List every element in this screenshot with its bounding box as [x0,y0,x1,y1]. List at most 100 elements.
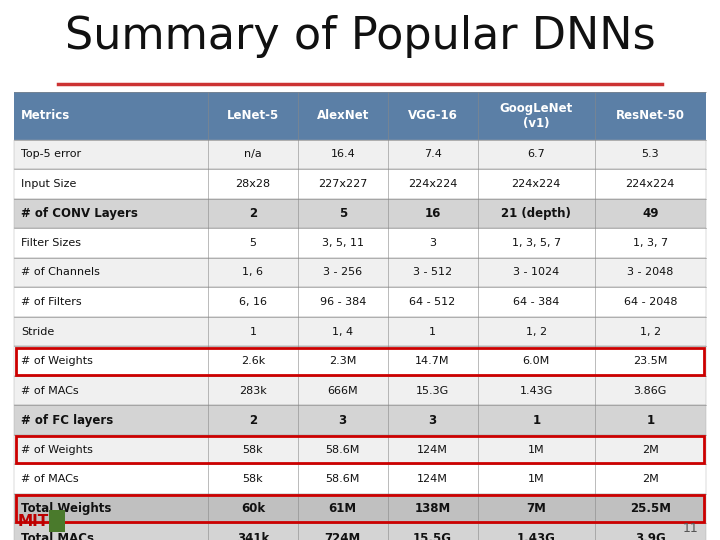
Text: 16.4: 16.4 [330,150,355,159]
Text: Total Weights: Total Weights [22,502,112,515]
Text: 28x28: 28x28 [235,179,271,189]
Text: 124M: 124M [417,444,448,455]
Text: Stride: Stride [22,327,55,336]
Text: 6, 16: 6, 16 [239,297,267,307]
Text: 16: 16 [424,207,441,220]
FancyBboxPatch shape [14,464,706,494]
Text: 1: 1 [532,414,540,427]
Text: 224x224: 224x224 [512,179,561,189]
Text: # of CONV Layers: # of CONV Layers [22,207,138,220]
Text: 1M: 1M [528,444,544,455]
Text: 124M: 124M [417,474,448,484]
FancyBboxPatch shape [14,199,706,228]
Text: AlexNet: AlexNet [317,109,369,122]
FancyBboxPatch shape [14,287,706,317]
Text: # of FC layers: # of FC layers [22,414,114,427]
Text: 2.6k: 2.6k [240,356,265,366]
Text: 1: 1 [429,327,436,336]
Text: # of Weights: # of Weights [22,356,93,366]
Text: 2M: 2M [642,474,659,484]
Text: 3 - 256: 3 - 256 [323,267,362,278]
Text: 58.6M: 58.6M [325,444,360,455]
Text: 15.3G: 15.3G [416,386,449,396]
Text: 1.43G: 1.43G [517,532,556,540]
Text: 6.0M: 6.0M [523,356,550,366]
Text: 1: 1 [249,327,256,336]
Text: 3 - 512: 3 - 512 [413,267,452,278]
Text: MIT: MIT [18,514,49,529]
Text: 1, 3, 7: 1, 3, 7 [633,238,668,248]
Text: 5: 5 [338,207,347,220]
Text: 3: 3 [338,414,347,427]
FancyBboxPatch shape [14,228,706,258]
Text: 3, 5, 11: 3, 5, 11 [322,238,364,248]
Text: 6.7: 6.7 [527,150,545,159]
Text: Top-5 error: Top-5 error [22,150,81,159]
Text: VGG-16: VGG-16 [408,109,457,122]
Text: 2: 2 [249,207,257,220]
FancyBboxPatch shape [14,258,706,287]
Text: 3: 3 [429,238,436,248]
Text: 3.86G: 3.86G [634,386,667,396]
Text: 5.3: 5.3 [642,150,659,159]
Text: 21 (depth): 21 (depth) [501,207,571,220]
Text: 1: 1 [647,414,654,427]
FancyBboxPatch shape [14,523,706,540]
Text: 666M: 666M [328,386,358,396]
Text: Filter Sizes: Filter Sizes [22,238,81,248]
Text: 2.3M: 2.3M [329,356,356,366]
Text: Input Size: Input Size [22,179,77,189]
FancyBboxPatch shape [14,169,706,199]
Text: 283k: 283k [239,386,266,396]
Text: # of Channels: # of Channels [22,267,100,278]
Text: 64 - 2048: 64 - 2048 [624,297,677,307]
Text: 11: 11 [683,522,698,535]
FancyBboxPatch shape [49,510,65,532]
Text: 138M: 138M [415,502,451,515]
Text: 58k: 58k [243,474,264,484]
FancyBboxPatch shape [14,406,706,435]
Text: 1, 2: 1, 2 [640,327,661,336]
Text: 3 - 2048: 3 - 2048 [627,267,673,278]
Text: # of Weights: # of Weights [22,444,93,455]
Text: # of Filters: # of Filters [22,297,82,307]
Text: 1, 6: 1, 6 [243,267,264,278]
Text: 60k: 60k [240,502,265,515]
Text: 5: 5 [249,238,256,248]
Text: # of MACs: # of MACs [22,474,79,484]
Text: n/a: n/a [244,150,262,159]
Text: 64 - 512: 64 - 512 [410,297,456,307]
Text: 15.5G: 15.5G [413,532,452,540]
Text: 227x227: 227x227 [318,179,367,189]
Text: ResNet-50: ResNet-50 [616,109,685,122]
Text: 23.5M: 23.5M [633,356,667,366]
Text: 7.4: 7.4 [423,150,441,159]
FancyBboxPatch shape [14,92,706,140]
Text: # of MACs: # of MACs [22,386,79,396]
Text: 341k: 341k [237,532,269,540]
Text: 96 - 384: 96 - 384 [320,297,366,307]
Text: LeNet-5: LeNet-5 [227,109,279,122]
FancyBboxPatch shape [14,140,706,169]
FancyBboxPatch shape [14,494,706,523]
Text: Metrics: Metrics [22,109,71,122]
Text: 49: 49 [642,207,659,220]
Text: 724M: 724M [325,532,361,540]
Text: 1M: 1M [528,474,544,484]
Text: 64 - 384: 64 - 384 [513,297,559,307]
Text: 1.43G: 1.43G [520,386,553,396]
Text: 2M: 2M [642,444,659,455]
Text: 224x224: 224x224 [408,179,457,189]
FancyBboxPatch shape [14,346,706,376]
FancyBboxPatch shape [14,435,706,464]
Text: 7M: 7M [526,502,546,515]
Text: 58.6M: 58.6M [325,474,360,484]
Text: 1, 4: 1, 4 [332,327,354,336]
Text: 25.5M: 25.5M [630,502,671,515]
Text: 2: 2 [249,414,257,427]
Text: 1, 2: 1, 2 [526,327,546,336]
Text: 3: 3 [428,414,436,427]
Text: GoogLeNet
(v1): GoogLeNet (v1) [500,102,573,130]
Text: Summary of Popular DNNs: Summary of Popular DNNs [65,15,655,58]
Text: 58k: 58k [243,444,264,455]
